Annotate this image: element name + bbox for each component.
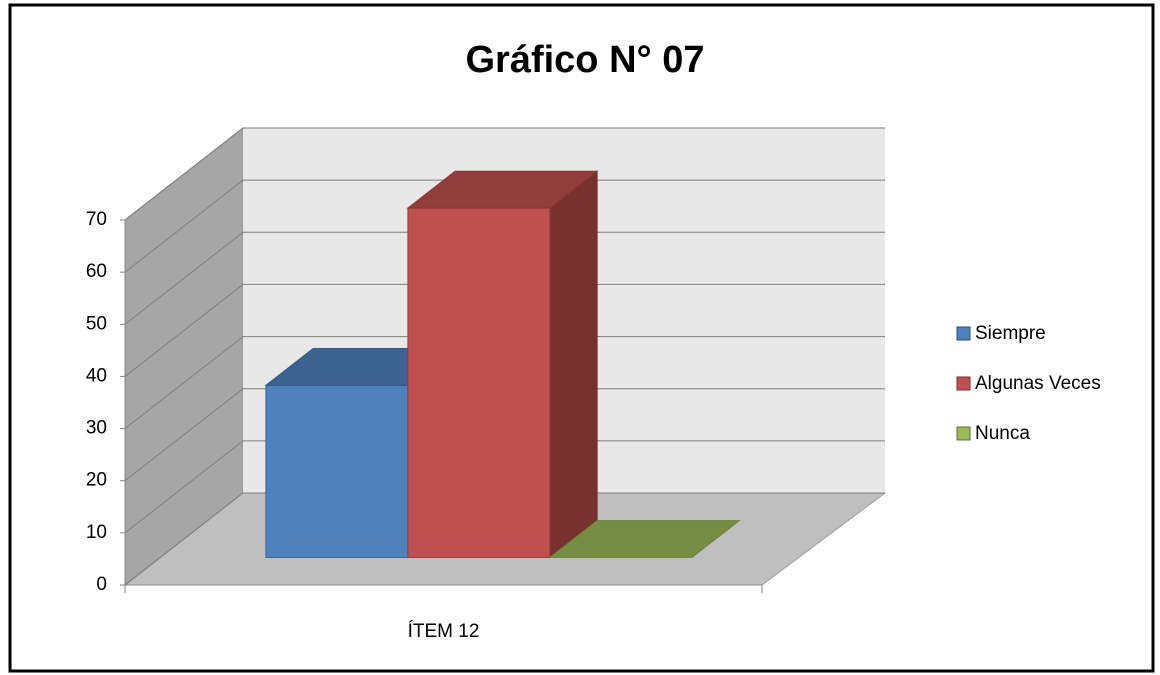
- legend-swatch: [956, 326, 971, 341]
- grid-line: [124, 388, 885, 482]
- chart-title: Gráfico N° 07: [465, 39, 704, 81]
- grid-line: [124, 336, 885, 429]
- grid-line: [124, 231, 885, 325]
- bar: [265, 384, 409, 558]
- y-tick-label: 30: [86, 418, 107, 439]
- bar-top: [548, 520, 741, 558]
- y-tick-label: 40: [86, 365, 107, 386]
- grid-line: [124, 440, 885, 534]
- grid-line: [124, 127, 885, 221]
- y-tick-label: 70: [86, 209, 107, 230]
- x-tick-label: ÍTEM 12: [408, 621, 480, 642]
- bar-side: [549, 170, 598, 559]
- legend-label: Nunca: [975, 423, 1030, 444]
- bar-top: [406, 170, 599, 209]
- legend-label: Siempre: [975, 323, 1046, 344]
- legend-swatch: [956, 426, 971, 441]
- y-tick-label: 60: [86, 261, 107, 282]
- legend-swatch: [956, 376, 971, 391]
- grid-line: [124, 492, 885, 586]
- grid-line: [124, 283, 885, 377]
- bar: [407, 207, 551, 558]
- grid-line: [124, 179, 885, 273]
- y-tick-label: 0: [96, 574, 107, 595]
- y-tick-label: 50: [86, 313, 107, 334]
- y-tick-label: 10: [86, 522, 107, 543]
- y-tick-label: 20: [86, 470, 107, 491]
- legend-label: Algunas Veces: [975, 373, 1101, 394]
